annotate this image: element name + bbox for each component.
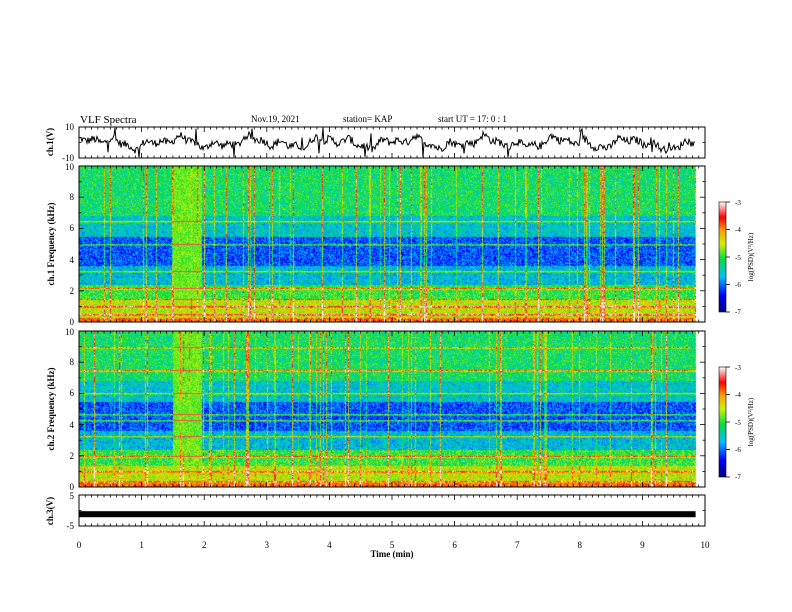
spectrogram-ch1-ylabel: ch.1 Frequency (kHz)	[46, 202, 56, 285]
cb2-tick-m5: -5	[735, 419, 741, 427]
ch3-panel: 5 -5 ch.3(V)	[45, 491, 706, 531]
waveform-ytick-top: 10	[65, 122, 75, 132]
figure-title: VLF Spectra	[80, 114, 137, 126]
spectrogram-ch1-canvas	[79, 166, 705, 322]
waveform-ylabel: ch.1(V)	[45, 128, 55, 156]
colorbar-ch1-label: log(PSD)(V²/Hz)	[747, 232, 755, 281]
spectrogram-ch1-ticks	[78, 165, 706, 323]
cb1-tick-m6: -6	[735, 281, 741, 289]
spec1-ytick-6: 6	[70, 223, 75, 233]
cb2-tick-m7: -7	[735, 473, 741, 481]
xtick-5: 5	[390, 540, 395, 550]
xtick-9: 9	[640, 540, 645, 550]
waveform-ytick-bottom: -10	[62, 153, 74, 163]
spec1-ytick-4: 4	[70, 255, 75, 265]
ch3-ylabel: ch.3(V)	[45, 497, 55, 525]
xtick-3: 3	[265, 540, 270, 550]
spec2-ytick-10: 10	[65, 327, 75, 337]
spec1-ytick-8: 8	[70, 192, 75, 202]
ch3-ticks	[78, 494, 706, 527]
spectrogram-ch2-ticks	[78, 330, 706, 488]
xtick-2: 2	[202, 540, 207, 550]
waveform-panel: 10 -10 ch.1(V)	[45, 122, 706, 163]
cb1-tick-m7: -7	[735, 308, 741, 316]
spec2-ytick-6: 6	[70, 388, 75, 398]
spectrogram-ch2-canvas	[79, 331, 705, 487]
colorbar-ch2-ticks	[726, 366, 730, 478]
spec1-ytick-0: 0	[70, 317, 75, 327]
ch3-ytick-top: 5	[70, 491, 75, 501]
start-time-label: start UT = 17: 0 : 1	[438, 114, 507, 124]
x-axis: 0 1 2 3 4 5 6 7 8 9 10 Time (min)	[77, 540, 710, 559]
spec1-ytick-2: 2	[70, 286, 75, 296]
xtick-0: 0	[77, 540, 82, 550]
spectrogram-ch2-panel: 0 2 4 6 8 10 ch.2 Frequency (kHz) -3 -4 …	[46, 327, 755, 492]
spec2-ytick-0: 0	[70, 482, 75, 492]
cb1-tick-m4: -4	[735, 226, 741, 234]
colorbar-ch2	[718, 366, 727, 478]
xtick-4: 4	[327, 540, 332, 550]
waveform-line	[78, 127, 695, 158]
cb2-tick-m6: -6	[735, 446, 741, 454]
colorbar-ch1	[718, 201, 727, 313]
spectrogram-ch2-ylabel: ch.2 Frequency (kHz)	[46, 367, 56, 450]
xtick-10: 10	[701, 540, 711, 550]
spectrogram-ch1-panel: 0 2 4 6 8 10 ch.1 Frequency (kHz) -3 -4 …	[46, 162, 755, 327]
spec2-ytick-2: 2	[70, 451, 75, 461]
ch3-line	[79, 511, 696, 518]
date-label: Nov.19, 2021	[251, 114, 300, 124]
spec1-ytick-10: 10	[65, 162, 75, 172]
cb2-tick-m4: -4	[735, 391, 741, 399]
spec1-ylabel-text: ch.1 Frequency (kHz)	[46, 202, 56, 285]
cb1-tick-m5: -5	[735, 254, 741, 262]
spec2-ylabel-text: ch.2 Frequency (kHz)	[46, 367, 56, 450]
spec2-ytick-8: 8	[70, 357, 75, 367]
station-label: station= KAP	[343, 114, 392, 124]
colorbar-ch2-label: log(PSD)(V²/Hz)	[747, 397, 755, 446]
xtick-6: 6	[452, 540, 457, 550]
ch3-ytick-bottom: -5	[67, 521, 75, 531]
xtick-8: 8	[578, 540, 583, 550]
waveform-ticks	[78, 126, 706, 159]
x-axis-label: Time (min)	[370, 549, 413, 559]
xtick-7: 7	[515, 540, 520, 550]
colorbar-ch1-ticks	[726, 201, 730, 313]
spec2-ytick-4: 4	[70, 420, 75, 430]
cb1-tick-m3: -3	[735, 199, 741, 207]
spectrogram-ch2-yticklabels: 0 2 4 6 8 10	[65, 327, 75, 492]
xtick-1: 1	[139, 540, 144, 550]
spectrogram-ch1-yticklabels: 0 2 4 6 8 10	[65, 162, 75, 327]
cb2-tick-m3: -3	[735, 364, 741, 372]
